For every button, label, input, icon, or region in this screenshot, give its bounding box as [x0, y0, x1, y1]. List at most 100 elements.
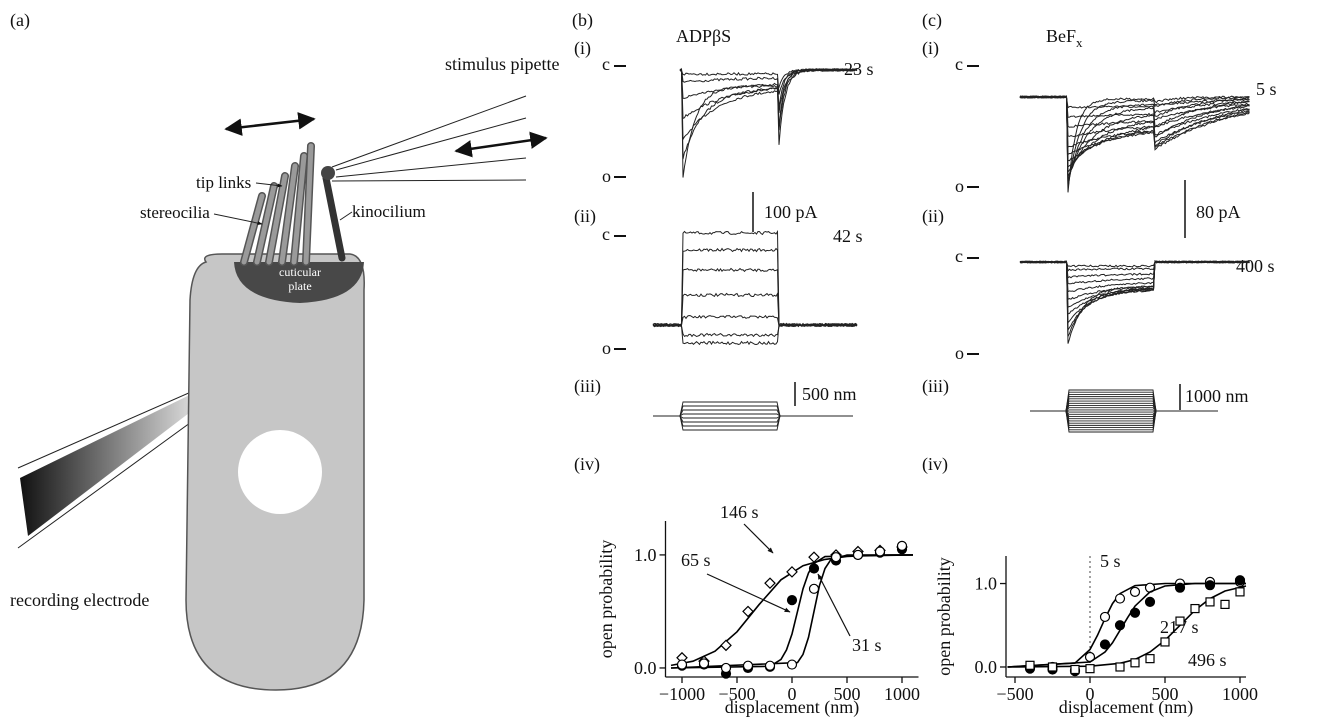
subpanel-label: (ii)	[574, 206, 596, 227]
nucleus	[238, 430, 322, 514]
state-label: c	[955, 54, 963, 74]
panel-label: (b)	[572, 10, 593, 31]
subpanel-label: (i)	[574, 38, 591, 59]
drug-label: ADPβS	[676, 26, 731, 46]
y-axis-label: open probability	[596, 540, 616, 658]
chart: −500 0 500 1000 0.0 1.0 displacement (nm) open …	[934, 551, 1258, 718]
current-trace	[652, 267, 858, 328]
fit-curve	[1007, 582, 1246, 668]
y-tick-label: 0.0	[975, 657, 998, 677]
y-tick-label: 1.0	[634, 545, 657, 565]
data-point	[1070, 664, 1080, 675]
annotation-arrow	[817, 573, 851, 637]
hair-cell-diagram	[17, 95, 548, 691]
cuticular-plate	[234, 262, 364, 303]
state-label: o	[955, 343, 964, 363]
series-annotation: 65 s	[681, 550, 711, 570]
pointer	[339, 211, 353, 221]
data-point	[1220, 599, 1230, 610]
annotation-backdrop	[1098, 552, 1129, 571]
current-trace	[652, 322, 858, 346]
annotation-backdrop	[718, 503, 767, 522]
data-point	[1130, 658, 1140, 668]
data-point	[1115, 662, 1125, 672]
label: recording electrode	[10, 590, 149, 610]
current-trace	[1019, 260, 1250, 332]
data-point	[1175, 616, 1185, 626]
kinocilium-shape	[322, 174, 346, 262]
label: cuticular	[279, 265, 321, 279]
x-axis-label: displacement (nm)	[725, 697, 859, 718]
data-point	[1144, 596, 1156, 607]
x-tick-label: 1000	[1222, 684, 1258, 704]
data-point	[698, 658, 710, 669]
label: plate	[288, 279, 311, 293]
stimulus-trace	[653, 415, 853, 431]
stimulus-trace	[1030, 410, 1218, 433]
scale-label: 500 nm	[802, 384, 857, 404]
data-point	[1085, 664, 1095, 674]
current-trace	[1019, 95, 1250, 181]
drug-sub: x	[1076, 35, 1083, 50]
data-point	[676, 659, 688, 670]
stereocilia-highlight	[241, 143, 314, 265]
x-axis-label: displacement (nm)	[1059, 697, 1193, 718]
data-point	[1129, 607, 1141, 618]
data-point	[764, 660, 776, 671]
state-label: o	[602, 338, 611, 358]
x-tick-label: −500	[996, 684, 1033, 704]
state-label: o	[955, 176, 964, 196]
electrode-glass	[17, 403, 217, 549]
current-trace	[1019, 260, 1250, 300]
series-annotation: 31 s	[852, 635, 882, 655]
label: kinocilium	[352, 202, 426, 221]
y-tick-label: 1.0	[975, 574, 998, 594]
drug-main: BeF	[1046, 26, 1076, 46]
annotation-backdrop	[1186, 651, 1235, 670]
current-trace	[652, 291, 858, 328]
subpanel-label: (iii)	[574, 376, 601, 397]
stimulus-trace	[1030, 407, 1218, 412]
time-label: 23 s	[844, 59, 874, 79]
data-point	[786, 659, 798, 670]
data-point	[1099, 611, 1111, 623]
data-point	[896, 540, 908, 551]
current-trace	[679, 68, 858, 95]
current-trace	[679, 68, 858, 145]
subpanel-label: (i)	[922, 38, 939, 59]
data-point	[852, 549, 864, 561]
drug-label: BeFx	[1046, 26, 1083, 50]
current-trace	[1019, 95, 1250, 185]
scale-label: 80 pA	[1196, 202, 1241, 222]
annotation-arrow	[743, 523, 774, 554]
data-point	[742, 605, 754, 618]
time-label: 5 s	[1256, 79, 1277, 99]
annotation-backdrop	[1158, 618, 1207, 637]
label: stimulus pipette	[445, 54, 560, 74]
fit-curve	[670, 554, 914, 669]
data-point	[786, 566, 798, 578]
x-tick-label: −500	[718, 684, 755, 704]
data-point	[1114, 593, 1126, 604]
current-trace	[652, 229, 858, 328]
panel-label: (a)	[10, 10, 30, 31]
current-trace	[1019, 95, 1250, 109]
series-annotation: 496 s	[1188, 650, 1227, 670]
electrode-glass	[17, 380, 217, 469]
data-point	[786, 595, 798, 606]
current-trace	[1019, 95, 1250, 177]
data-point	[808, 563, 820, 574]
x-tick-label: 0	[1086, 684, 1095, 704]
stimulus-trace	[653, 415, 853, 423]
subpanel-label: (iii)	[922, 376, 949, 397]
current-trace	[1019, 260, 1250, 285]
series-annotation: 146 s	[720, 502, 759, 522]
label: tip links	[196, 173, 251, 192]
time-label: 42 s	[833, 226, 863, 246]
label: stereocilia	[140, 203, 210, 222]
pipette	[335, 157, 527, 178]
data-point	[1114, 620, 1126, 631]
data-point	[1204, 580, 1216, 591]
